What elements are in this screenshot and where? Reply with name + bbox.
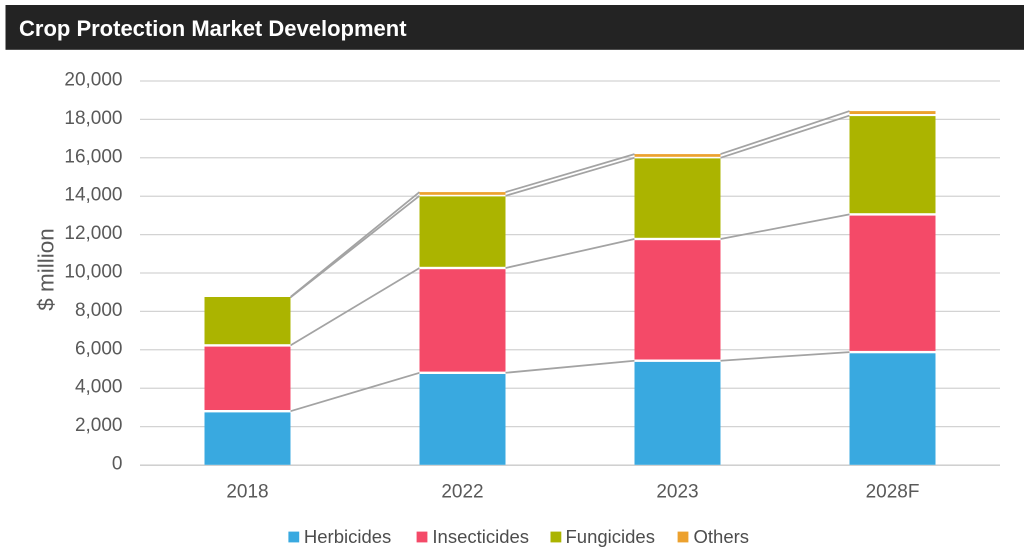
- svg-text:14,000: 14,000: [64, 185, 122, 206]
- svg-text:18,000: 18,000: [64, 108, 122, 129]
- svg-text:2023: 2023: [656, 481, 698, 502]
- svg-text:4,000: 4,000: [75, 377, 123, 398]
- svg-text:20,000: 20,000: [64, 70, 122, 91]
- svg-text:12,000: 12,000: [64, 223, 122, 244]
- svg-text:2028F: 2028F: [866, 481, 920, 502]
- svg-text:0: 0: [112, 454, 123, 475]
- svg-text:Fungicides: Fungicides: [566, 526, 655, 547]
- svg-text:10,000: 10,000: [64, 262, 122, 283]
- svg-text:6,000: 6,000: [75, 338, 123, 359]
- svg-text:2,000: 2,000: [75, 415, 123, 436]
- svg-text:2022: 2022: [441, 481, 483, 502]
- svg-text:16,000: 16,000: [64, 146, 122, 167]
- svg-text:Others: Others: [694, 526, 750, 547]
- svg-text:8,000: 8,000: [75, 300, 123, 321]
- svg-text:2018: 2018: [226, 481, 268, 502]
- svg-text:Crop Protection Market Develop: Crop Protection Market Development: [19, 16, 407, 41]
- svg-text:$ million: $ million: [34, 228, 59, 311]
- svg-text:Insecticides: Insecticides: [432, 526, 529, 547]
- svg-text:Herbicides: Herbicides: [304, 526, 391, 547]
